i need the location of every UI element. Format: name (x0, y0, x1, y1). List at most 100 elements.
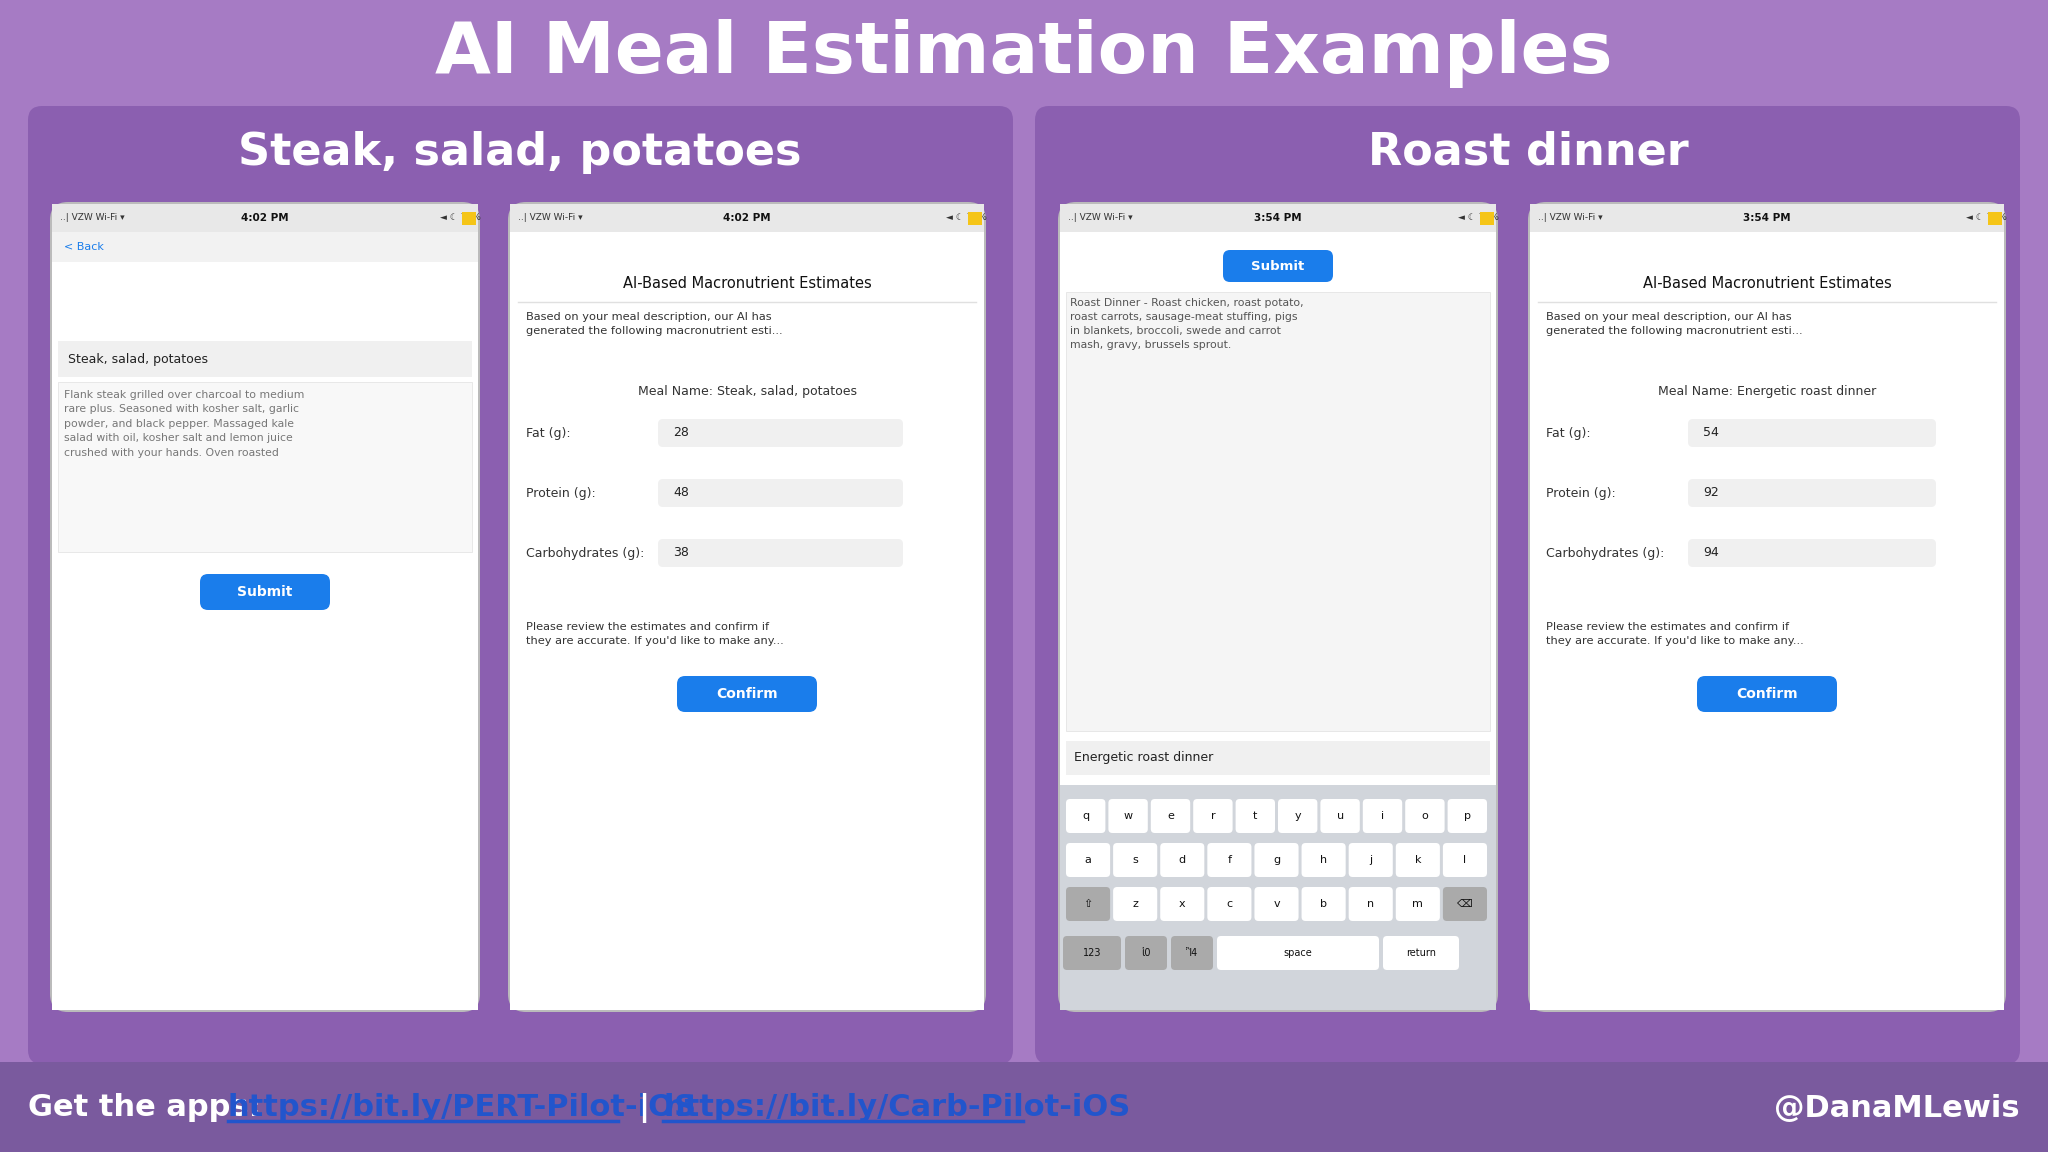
Text: 4:02 PM: 4:02 PM (723, 213, 770, 223)
Text: l: l (1464, 855, 1466, 865)
Text: Based on your meal description, our AI has
generated the following macronutrient: Based on your meal description, our AI h… (1546, 312, 1802, 336)
Text: i: i (1380, 811, 1384, 821)
Text: @DanaMLewis: @DanaMLewis (1774, 1093, 2019, 1122)
Text: j: j (1370, 855, 1372, 865)
Text: r: r (1210, 811, 1214, 821)
FancyBboxPatch shape (1448, 799, 1487, 833)
FancyBboxPatch shape (510, 204, 983, 1010)
FancyBboxPatch shape (1208, 887, 1251, 920)
Text: https://bit.ly/Carb-Pilot-iOS: https://bit.ly/Carb-Pilot-iOS (664, 1093, 1130, 1122)
Text: 54: 54 (1704, 426, 1718, 440)
Text: 123: 123 (1083, 948, 1102, 958)
FancyBboxPatch shape (1688, 539, 1935, 567)
Text: y: y (1294, 811, 1300, 821)
Text: g: g (1274, 855, 1280, 865)
FancyBboxPatch shape (29, 106, 1014, 1064)
Text: m: m (1413, 899, 1423, 909)
FancyBboxPatch shape (1067, 887, 1110, 920)
Bar (1530, 204, 2005, 232)
Text: ..| VZW Wi-Fi ▾: ..| VZW Wi-Fi ▾ (1067, 213, 1133, 222)
FancyBboxPatch shape (1698, 676, 1837, 712)
Text: v: v (1274, 899, 1280, 909)
Text: 3:54 PM: 3:54 PM (1253, 213, 1303, 223)
Bar (510, 232, 983, 1010)
Bar (1989, 212, 2003, 225)
FancyBboxPatch shape (1235, 799, 1276, 833)
FancyBboxPatch shape (1114, 843, 1157, 877)
FancyBboxPatch shape (1397, 887, 1440, 920)
Text: ◄ ☾ 78%: ◄ ☾ 78% (946, 213, 987, 222)
Text: w: w (1124, 811, 1133, 821)
Text: z: z (1133, 899, 1139, 909)
Bar (1061, 204, 1495, 232)
Bar (1061, 232, 1495, 1010)
FancyBboxPatch shape (1278, 799, 1317, 833)
Bar (1061, 785, 1495, 1010)
Text: Get the apps:: Get the apps: (29, 1093, 272, 1122)
Text: ἱ0: ἱ0 (1141, 948, 1151, 958)
Text: n: n (1368, 899, 1374, 909)
Text: Fat (g):: Fat (g): (1546, 426, 1591, 440)
Text: k: k (1415, 855, 1421, 865)
Text: Confirm: Confirm (717, 687, 778, 702)
FancyBboxPatch shape (1321, 799, 1360, 833)
Text: Meal Name: Steak, salad, potatoes: Meal Name: Steak, salad, potatoes (637, 386, 856, 399)
Bar (969, 212, 981, 225)
Bar (51, 204, 477, 232)
Text: ◄ ☾ 79%: ◄ ☾ 79% (1458, 213, 1499, 222)
FancyBboxPatch shape (1362, 799, 1403, 833)
FancyBboxPatch shape (1124, 935, 1167, 970)
Text: Meal Name: Energetic roast dinner: Meal Name: Energetic roast dinner (1659, 386, 1876, 399)
Text: u: u (1337, 811, 1343, 821)
Text: Please review the estimates and confirm if
they are accurate. If you'd like to m: Please review the estimates and confirm … (526, 622, 784, 646)
FancyBboxPatch shape (1151, 799, 1190, 833)
FancyBboxPatch shape (1255, 843, 1298, 877)
Text: h: h (1321, 855, 1327, 865)
FancyBboxPatch shape (508, 202, 985, 1011)
Text: 38: 38 (674, 546, 688, 560)
Text: d: d (1180, 855, 1186, 865)
Bar (57, 341, 471, 377)
FancyBboxPatch shape (1161, 843, 1204, 877)
Text: Protein (g):: Protein (g): (1546, 486, 1616, 500)
Text: b: b (1321, 899, 1327, 909)
Text: Energetic roast dinner: Energetic roast dinner (1073, 751, 1212, 765)
FancyBboxPatch shape (49, 202, 479, 1011)
Text: ◄ ☾ 78%: ◄ ☾ 78% (440, 213, 481, 222)
FancyBboxPatch shape (1108, 799, 1147, 833)
FancyBboxPatch shape (51, 204, 477, 1010)
Text: ..| VZW Wi-Fi ▾: ..| VZW Wi-Fi ▾ (1538, 213, 1604, 222)
Text: Submit: Submit (1251, 259, 1305, 273)
Bar (1481, 212, 1493, 225)
Text: 92: 92 (1704, 486, 1718, 500)
Text: Protein (g):: Protein (g): (526, 486, 596, 500)
Text: Based on your meal description, our AI has
generated the following macronutrient: Based on your meal description, our AI h… (526, 312, 782, 336)
Text: t: t (1253, 811, 1257, 821)
Text: o: o (1421, 811, 1427, 821)
Text: 48: 48 (674, 486, 688, 500)
FancyBboxPatch shape (678, 676, 817, 712)
FancyBboxPatch shape (1688, 419, 1935, 447)
FancyBboxPatch shape (201, 574, 330, 611)
FancyBboxPatch shape (657, 479, 903, 507)
Text: s: s (1133, 855, 1139, 865)
Bar (1067, 741, 1491, 775)
Text: ..| VZW Wi-Fi ▾: ..| VZW Wi-Fi ▾ (518, 213, 582, 222)
Text: Fat (g):: Fat (g): (526, 426, 571, 440)
FancyBboxPatch shape (1217, 935, 1378, 970)
Text: Carbohydrates (g):: Carbohydrates (g): (526, 546, 645, 560)
FancyBboxPatch shape (1114, 887, 1157, 920)
Text: Please review the estimates and confirm if
they are accurate. If you'd like to m: Please review the estimates and confirm … (1546, 622, 1804, 646)
Bar (463, 212, 475, 225)
Text: q: q (1081, 811, 1090, 821)
FancyBboxPatch shape (1350, 843, 1393, 877)
Bar (51, 262, 477, 1010)
FancyBboxPatch shape (1067, 843, 1110, 877)
FancyBboxPatch shape (1171, 935, 1212, 970)
Text: AI-Based Macronutrient Estimates: AI-Based Macronutrient Estimates (623, 276, 870, 291)
Text: 94: 94 (1704, 546, 1718, 560)
Text: Steak, salad, potatoes: Steak, salad, potatoes (238, 130, 801, 174)
FancyBboxPatch shape (1303, 887, 1346, 920)
Bar (1530, 232, 2005, 1010)
FancyBboxPatch shape (657, 419, 903, 447)
